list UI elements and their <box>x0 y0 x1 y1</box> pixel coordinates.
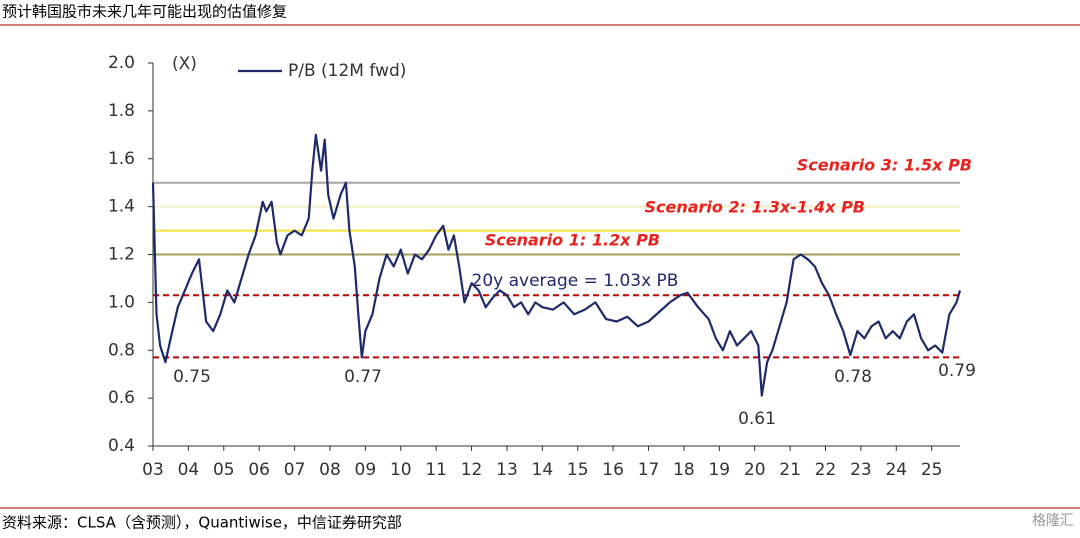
x-tick-label: 08 <box>319 460 341 480</box>
y-tick-label: 0.8 <box>108 340 135 360</box>
annotation: 0.75 <box>173 367 211 387</box>
legend-label: P/B (12M fwd) <box>288 61 406 81</box>
x-tick-label: 17 <box>638 460 660 480</box>
annotation: 0.78 <box>834 367 872 387</box>
x-tick-label: 18 <box>673 460 695 480</box>
x-tick-label: 11 <box>425 460 447 480</box>
x-tick-label: 22 <box>815 460 837 480</box>
x-tick-label: 05 <box>213 460 235 480</box>
y-tick-label: 1.8 <box>108 101 135 121</box>
y-tick-label: 2.0 <box>108 53 135 73</box>
annotation: 0.61 <box>738 409 776 429</box>
annotation: Scenario 1: 1.2x PB <box>485 231 660 250</box>
annotation: Scenario 2: 1.3x-1.4x PB <box>644 198 865 217</box>
x-tick-label: 14 <box>532 460 554 480</box>
x-tick-label: 09 <box>355 460 377 480</box>
source: 资料来源：CLSA（含预测），Quantiwise，中信证券研究部 <box>2 514 402 532</box>
x-tick-label: 06 <box>248 460 270 480</box>
watermark: 格隆汇 <box>1032 513 1074 529</box>
series-line <box>151 133 962 397</box>
x-tick-label: 21 <box>779 460 801 480</box>
annotation: 0.79 <box>938 361 976 381</box>
annotation: Scenario 3: 1.5x PB <box>797 156 972 175</box>
y-tick-label: 0.4 <box>108 436 135 456</box>
annotation: 20y average = 1.03x PB <box>472 271 679 291</box>
y-tick-label: 1.6 <box>108 149 135 169</box>
x-tick-label: 04 <box>178 460 200 480</box>
x-tick-label: 03 <box>142 460 164 480</box>
x-tick-label: 13 <box>496 460 518 480</box>
x-tick-label: 25 <box>921 460 943 480</box>
x-tick-label: 07 <box>284 460 306 480</box>
y-tick-label: 0.6 <box>108 388 135 408</box>
x-tick-label: 19 <box>708 460 730 480</box>
y-tick-label: 1.0 <box>108 292 135 312</box>
x-tick-label: 20 <box>744 460 766 480</box>
x-tick-label: 23 <box>850 460 872 480</box>
chart-title: 预计韩国股市未来几年可能出现的估值修复 <box>2 3 287 21</box>
annotation: 0.77 <box>344 367 382 387</box>
x-tick-label: 16 <box>602 460 624 480</box>
x-tick-label: 12 <box>461 460 483 480</box>
x-tick-label: 15 <box>567 460 589 480</box>
x-tick-label: 24 <box>885 460 907 480</box>
y-unit: (X) <box>172 54 197 74</box>
y-tick-label: 1.2 <box>108 245 135 265</box>
y-tick-label: 1.4 <box>108 197 135 217</box>
x-tick-label: 10 <box>390 460 412 480</box>
